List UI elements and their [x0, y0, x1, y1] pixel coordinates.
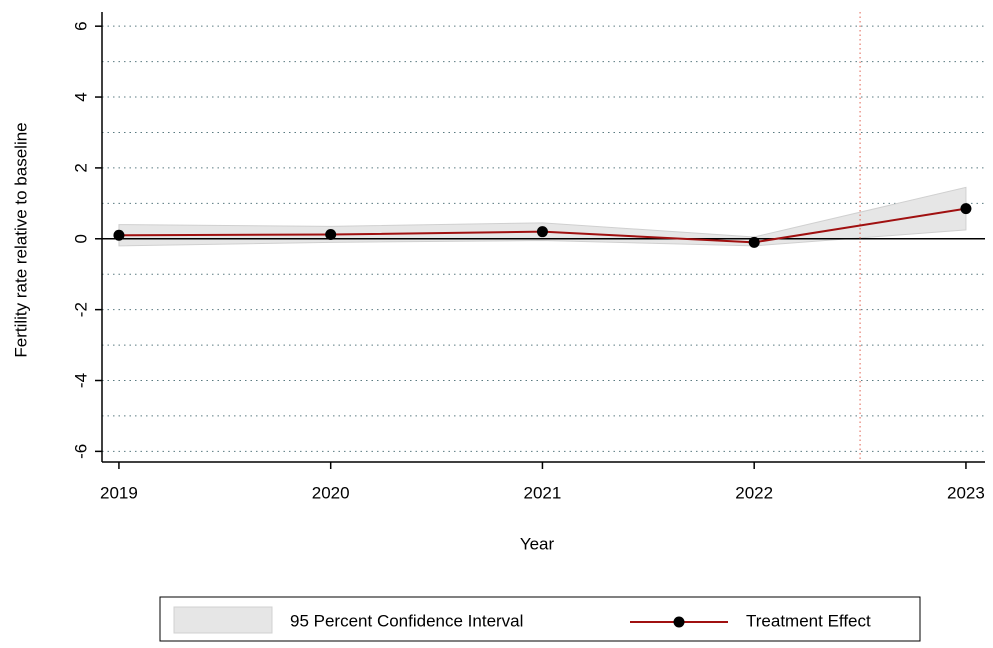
- legend-label: 95 Percent Confidence Interval: [290, 611, 523, 630]
- legend-box: [159, 596, 921, 642]
- y-tick-label: 4: [71, 92, 90, 101]
- y-tick-label: -6: [71, 444, 90, 459]
- y-axis-label: Fertility rate relative to baseline: [11, 122, 30, 357]
- legend-swatch: [173, 606, 273, 634]
- x-tick-label: 2023: [947, 483, 985, 502]
- y-tick-label: -2: [71, 302, 90, 317]
- marker: [536, 226, 548, 238]
- marker: [325, 229, 337, 241]
- y-tick-label: 6: [71, 21, 90, 30]
- x-tick-label: 2021: [524, 483, 562, 502]
- y-tick-label: 2: [71, 163, 90, 172]
- y-tick-label: -4: [71, 373, 90, 388]
- x-tick-label: 2022: [735, 483, 773, 502]
- legend-label: Treatment Effect: [746, 611, 871, 630]
- y-tick-label: 0: [71, 234, 90, 243]
- marker: [748, 236, 760, 248]
- x-axis-label: Year: [520, 534, 555, 553]
- x-tick-label: 2020: [312, 483, 350, 502]
- marker: [113, 229, 125, 241]
- legend-marker: [673, 616, 685, 628]
- marker: [960, 203, 972, 215]
- x-tick-label: 2019: [100, 483, 138, 502]
